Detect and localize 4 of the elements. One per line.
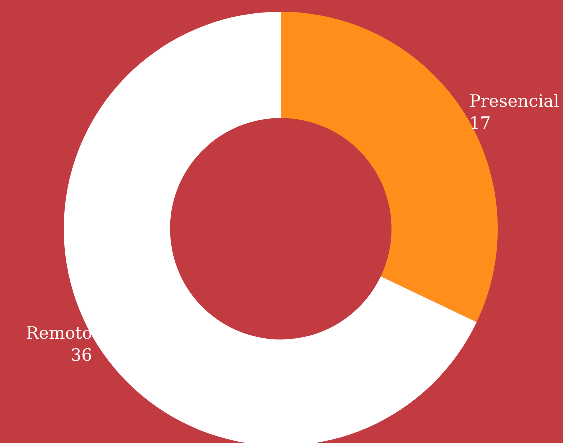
data-label: 17 <box>469 114 492 134</box>
slice-label: Presencial <box>469 92 560 112</box>
slice-label: Remoto <box>26 324 93 344</box>
data-label: 36 <box>70 346 93 366</box>
